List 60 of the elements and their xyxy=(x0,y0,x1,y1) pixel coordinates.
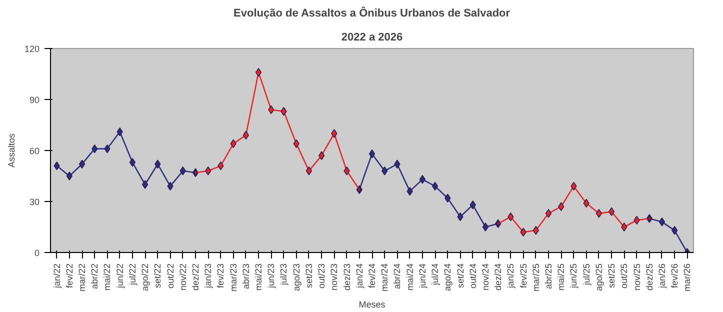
x-tick-label: mar/22 xyxy=(77,263,88,292)
x-tick-label: set/22 xyxy=(152,263,163,288)
x-tick-label: mar/23 xyxy=(228,263,238,292)
x-tick-label: jan/26 xyxy=(656,263,667,290)
y-tick-label: 0 xyxy=(34,248,40,258)
x-tick-label: nov/22 xyxy=(178,263,188,291)
y-tick-label: 30 xyxy=(29,197,40,207)
x-tick-label: mai/23 xyxy=(254,264,264,291)
x-tick-label: mar/26 xyxy=(682,263,692,292)
x-tick-label: ago/24 xyxy=(442,263,453,292)
x-tick-label: nov/25 xyxy=(632,263,642,291)
x-axis-title: Meses xyxy=(358,300,386,310)
x-tick-label: set/23 xyxy=(304,263,314,288)
y-tick-label: 60 xyxy=(29,146,40,156)
x-tick-label: out/25 xyxy=(619,263,630,289)
x-tick-label: jun/23 xyxy=(266,263,276,290)
x-tick-label: fev/22 xyxy=(64,263,74,288)
x-tick-label: dez/23 xyxy=(342,263,352,291)
y-axis-title: Assaltos xyxy=(6,132,16,168)
x-tick-label: jun/22 xyxy=(114,263,125,290)
x-tick-label: ago/23 xyxy=(291,263,302,292)
chart-subtitle: 2022 a 2026 xyxy=(341,32,403,44)
x-tick-label: mar/24 xyxy=(380,263,390,292)
x-tick-label: mai/25 xyxy=(556,264,566,291)
chart-title: Evolução de Assaltos a Ônibus Urbanos de Salvador xyxy=(234,6,511,20)
x-tick-label: jan/24 xyxy=(354,263,364,290)
x-tick-label: ago/22 xyxy=(140,263,150,292)
x-tick-label: dez/22 xyxy=(190,263,200,291)
x-tick-label: out/24 xyxy=(468,263,478,289)
x-tick-label: fev/26 xyxy=(670,263,680,288)
x-tick-label: fev/24 xyxy=(367,263,377,288)
x-tick-label: mar/25 xyxy=(530,263,541,292)
x-tick-label: nov/24 xyxy=(480,263,490,291)
x-tick-label: jun/25 xyxy=(568,263,579,290)
x-tick-label: ago/25 xyxy=(594,263,604,292)
x-tick-label: abr/24 xyxy=(392,263,402,290)
x-tick-label: set/25 xyxy=(606,263,617,288)
x-tick-label: set/24 xyxy=(455,263,466,288)
x-tick-label: abr/25 xyxy=(544,263,554,290)
x-tick-label: nov/23 xyxy=(329,263,340,291)
x-tick-label: out/22 xyxy=(165,263,176,289)
x-tick-label: abr/22 xyxy=(90,263,100,290)
x-tick-label: jul/24 xyxy=(430,264,440,286)
x-tick-label: jul/25 xyxy=(581,264,592,286)
x-tick-label: fev/25 xyxy=(518,263,528,288)
x-tick-label: jan/25 xyxy=(506,263,516,290)
x-tick-label: fev/23 xyxy=(216,263,226,288)
x-tick-label: jul/22 xyxy=(127,264,138,286)
x-tick-label: dez/25 xyxy=(644,263,654,291)
x-tick-label: mai/24 xyxy=(404,264,415,291)
x-tick-label: jun/24 xyxy=(417,263,428,290)
x-tick-label: mai/22 xyxy=(102,264,112,291)
x-tick-label: out/23 xyxy=(316,263,327,289)
x-tick-label: jul/23 xyxy=(278,264,289,286)
y-tick-label: 120 xyxy=(24,44,40,54)
x-tick-label: jan/22 xyxy=(52,263,62,290)
x-tick-label: abr/23 xyxy=(240,263,251,290)
x-tick-label: jan/23 xyxy=(203,263,214,290)
y-tick-label: 90 xyxy=(29,95,40,105)
x-tick-label: dez/24 xyxy=(493,263,504,291)
